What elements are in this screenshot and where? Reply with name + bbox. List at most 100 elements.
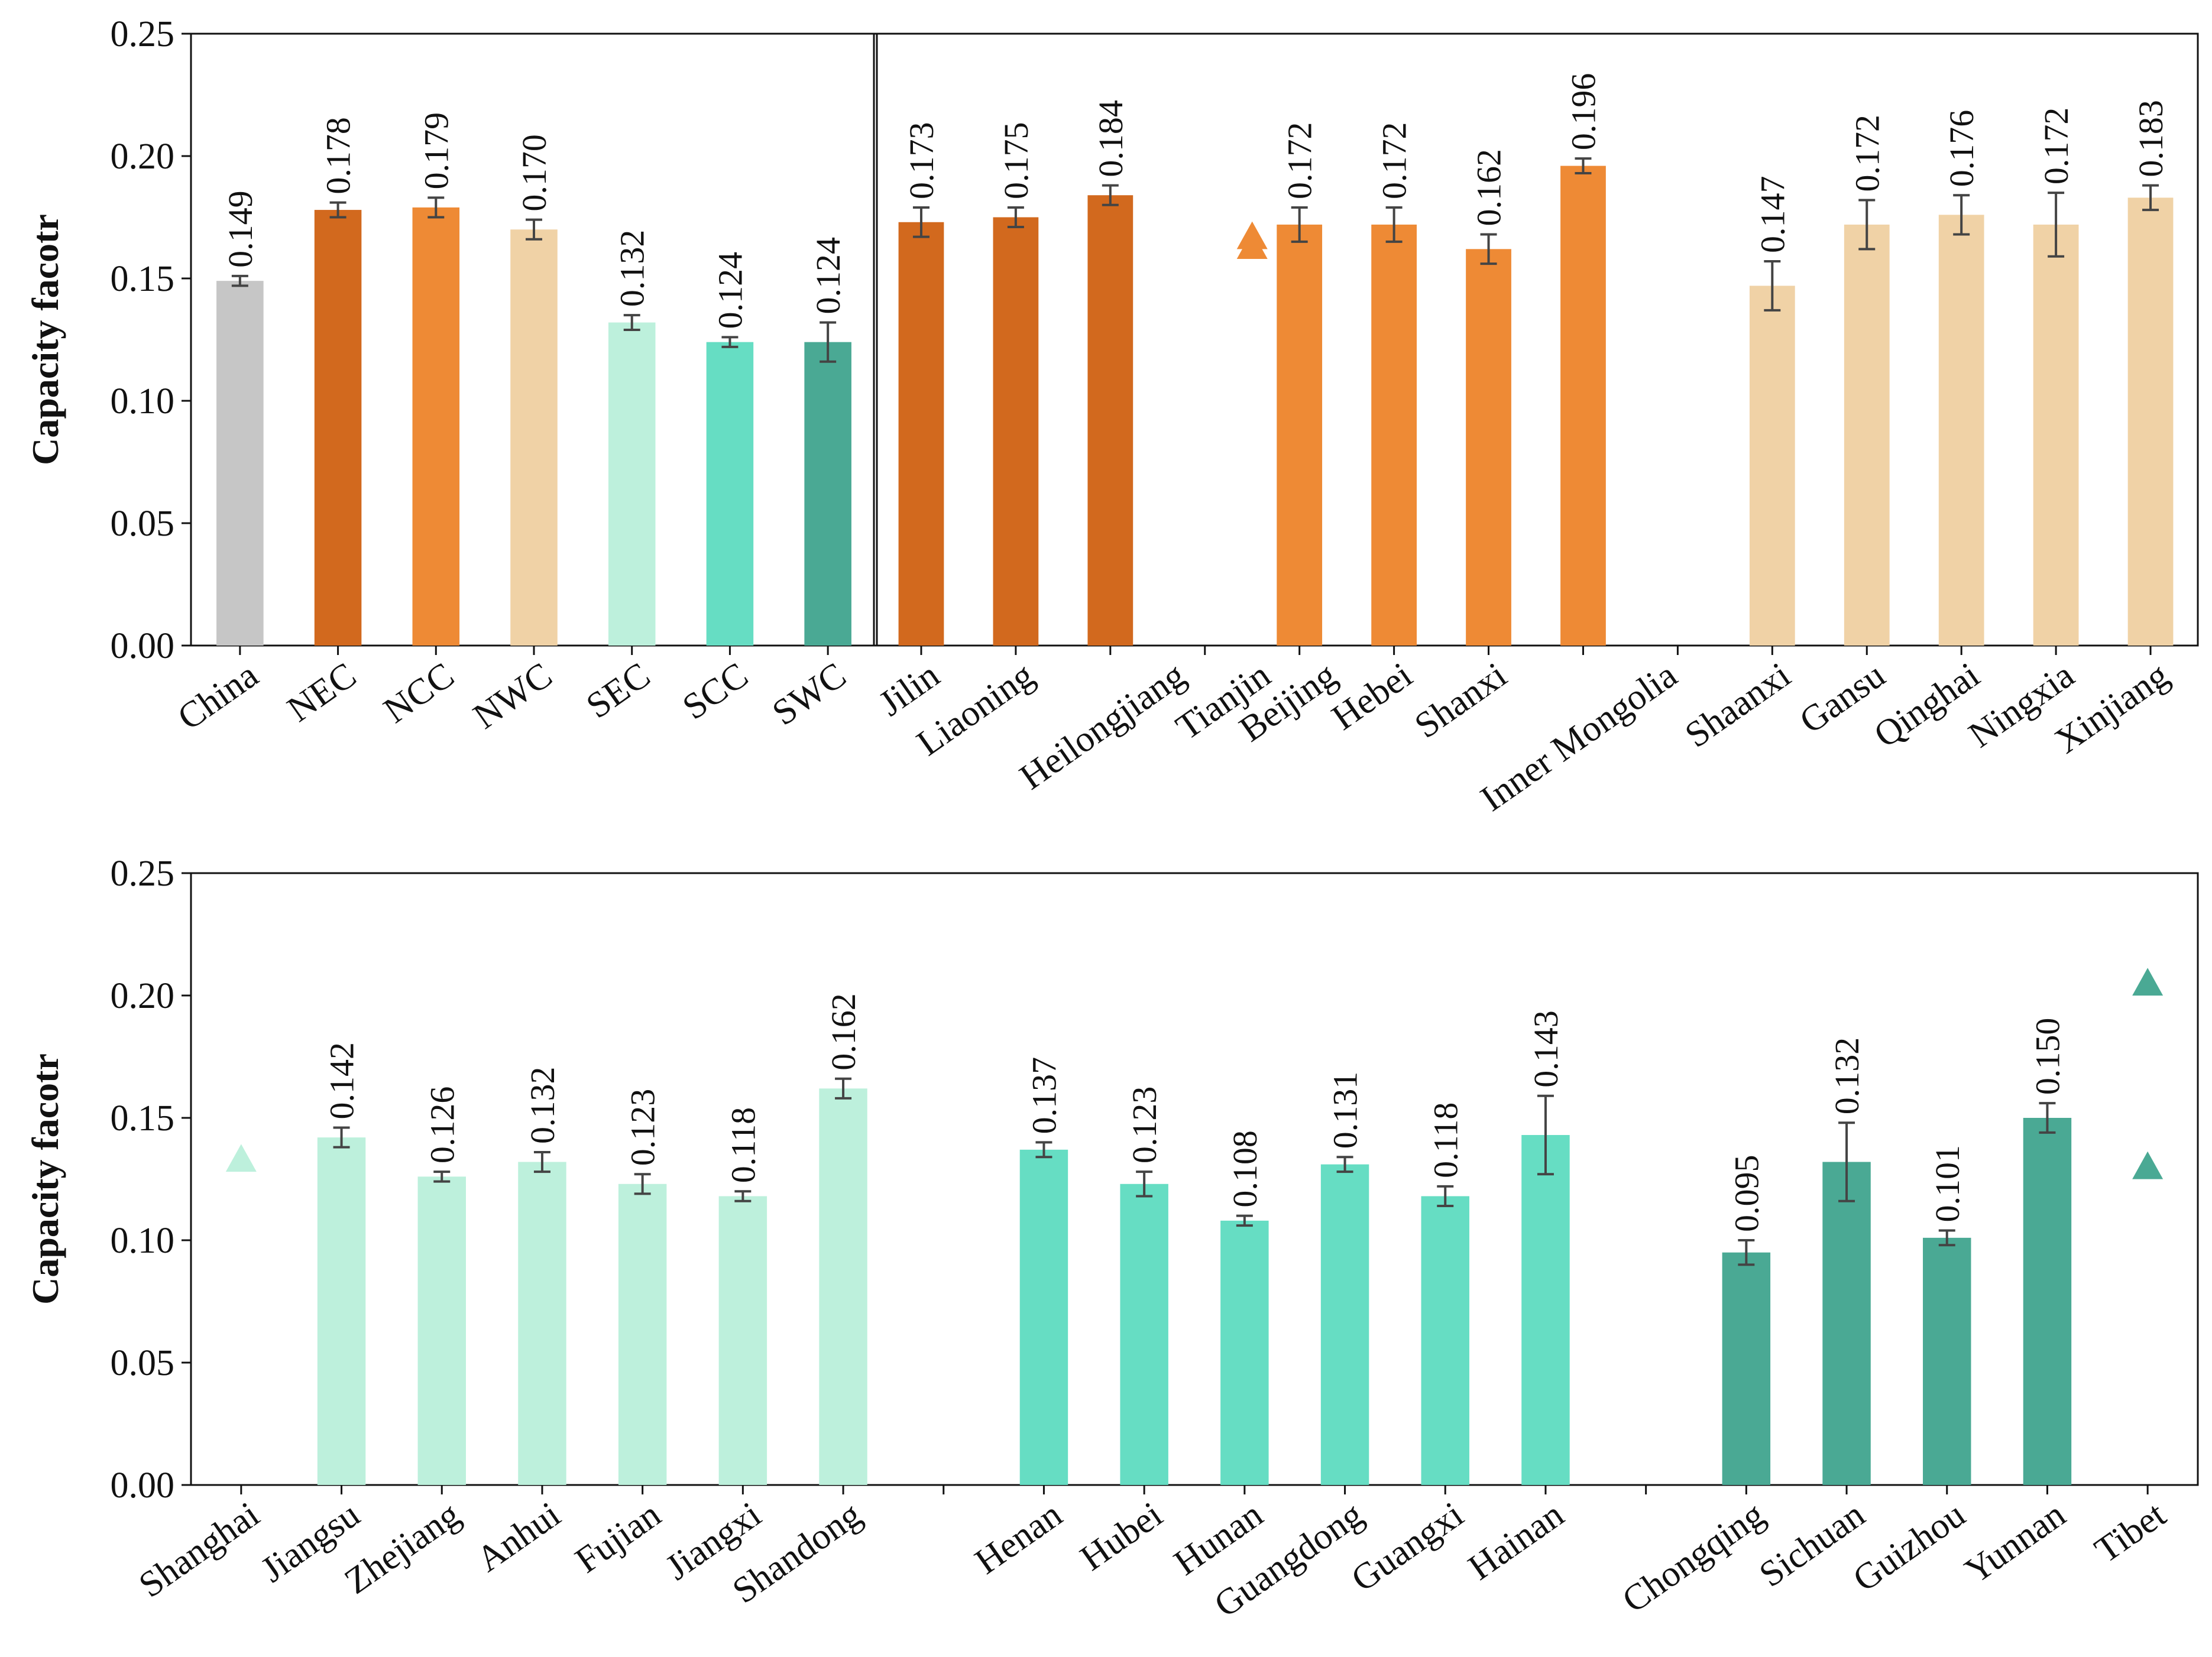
value-label: 0.172 (1375, 122, 1414, 199)
y-tick-label: 0.15 (111, 1098, 175, 1139)
bar (993, 217, 1039, 646)
value-label: 0.123 (624, 1089, 662, 1166)
value-label: 0.118 (1426, 1102, 1465, 1178)
x-tick-label: SCC (675, 655, 755, 728)
bar (412, 207, 460, 646)
value-label: 0.126 (423, 1087, 461, 1164)
bar (1560, 166, 1606, 646)
value-label: 0.150 (2028, 1018, 2067, 1095)
y-tick-label: 0.00 (111, 626, 175, 666)
value-label: 0.172 (1281, 122, 1319, 199)
value-label: 0.101 (1928, 1145, 1967, 1223)
bar (2023, 1118, 2072, 1485)
value-label: 0.124 (711, 252, 749, 329)
bar (1938, 215, 1984, 646)
bar (618, 1183, 667, 1485)
value-label: 0.124 (809, 237, 847, 314)
value-label: 0.173 (902, 122, 941, 199)
bar (1371, 224, 1417, 646)
x-tick-label: NEC (280, 655, 364, 730)
value-label: 0.176 (1942, 110, 1981, 187)
bar (898, 222, 944, 646)
triangle-marker (2132, 968, 2164, 996)
bar (1466, 249, 1511, 646)
y-axis-label: Capacity facotr (24, 1053, 66, 1305)
value-label: 0.183 (2132, 100, 2170, 177)
bar (518, 1162, 566, 1485)
y-tick-label: 0.10 (111, 1221, 175, 1261)
bar (718, 1196, 767, 1485)
value-label: 0.131 (1326, 1072, 1365, 1149)
y-tick-label: 0.25 (111, 14, 175, 54)
x-tick-label: Shanxi (1407, 655, 1514, 746)
bar (216, 281, 264, 646)
bar (804, 342, 851, 646)
value-label: 0.172 (2037, 108, 2075, 185)
x-tick-label: Henan (968, 1494, 1070, 1583)
value-label: 0.147 (1753, 176, 1792, 254)
value-label: 0.179 (417, 112, 455, 190)
bar (1019, 1149, 1068, 1485)
bar (314, 210, 362, 646)
triangle-marker (2132, 1151, 2164, 1179)
value-label: 0.108 (1226, 1130, 1264, 1208)
bar (1822, 1162, 1871, 1485)
y-tick-label: 0.05 (111, 504, 175, 544)
x-tick-label: Guizhou (1846, 1494, 1973, 1600)
x-tick-label: Sichuan (1752, 1494, 1872, 1595)
bar (1749, 286, 1795, 646)
value-label: 0.143 (1527, 1010, 1565, 1088)
bar (510, 229, 558, 646)
y-tick-label: 0.00 (111, 1465, 175, 1506)
x-tick-label: Fujian (568, 1494, 668, 1581)
value-label: 0.132 (613, 230, 652, 307)
y-tick-label: 0.25 (111, 854, 175, 894)
x-tick-label: Shanghai (132, 1494, 267, 1606)
value-label: 0.162 (1470, 149, 1508, 226)
x-tick-label: Qinghai (1867, 655, 1987, 755)
bar (317, 1137, 366, 1485)
bar (819, 1088, 867, 1485)
bar (706, 342, 754, 646)
y-tick-label: 0.15 (111, 259, 175, 299)
value-label: 0.184 (1092, 100, 1130, 177)
value-label: 0.118 (724, 1107, 762, 1183)
value-label: 0.149 (221, 190, 260, 268)
bar (1277, 224, 1323, 646)
bar (1521, 1134, 1570, 1485)
bar (1421, 1196, 1469, 1485)
y-tick-label: 0.05 (111, 1343, 175, 1383)
value-label: 0.178 (319, 117, 358, 194)
bar (2127, 197, 2174, 646)
value-label: 0.142 (323, 1042, 361, 1120)
x-tick-label: Yunnan (1958, 1494, 2072, 1591)
value-label: 0.132 (523, 1066, 562, 1144)
y-tick-label: 0.10 (111, 381, 175, 421)
y-tick-label: 0.20 (111, 976, 175, 1016)
value-label: 0.095 (1727, 1155, 1766, 1233)
chart-panel-northern-provinces: 0.173 0.175 0.184 0.172 0.172 0.162 0.196 0.147… (872, 33, 2199, 819)
x-tick-label: Chongqing (1615, 1494, 1772, 1621)
bar (417, 1176, 466, 1485)
value-label: 0.137 (1025, 1057, 1063, 1134)
triangle-marker (225, 1144, 257, 1172)
x-tick-label: SEC (579, 655, 658, 727)
value-label: 0.175 (997, 122, 1035, 199)
value-label: 0.170 (515, 134, 553, 212)
value-label: 0.162 (824, 993, 863, 1071)
x-tick-label: SWC (765, 655, 853, 734)
chart-panel-regions: 0.00 0.05 0.10 0.15 0.20 0.25 Capacity facotr 0… (24, 14, 878, 738)
value-label: 0.172 (1848, 115, 1886, 192)
y-tick-label: 0.20 (111, 137, 175, 177)
value-label: 0.132 (1828, 1037, 1866, 1115)
x-tick-label: Hubei (1073, 1494, 1170, 1579)
x-tick-label: NWC (467, 655, 559, 737)
x-tick-label: Guangxi (1344, 1494, 1471, 1600)
x-tick-label: NCC (377, 655, 461, 731)
bar (1923, 1237, 1971, 1485)
triangle-marker (1236, 221, 1268, 249)
plot-frame (190, 872, 2199, 1486)
bar (1722, 1252, 1771, 1485)
x-tick-label: Heilongjiang (1013, 655, 1193, 797)
